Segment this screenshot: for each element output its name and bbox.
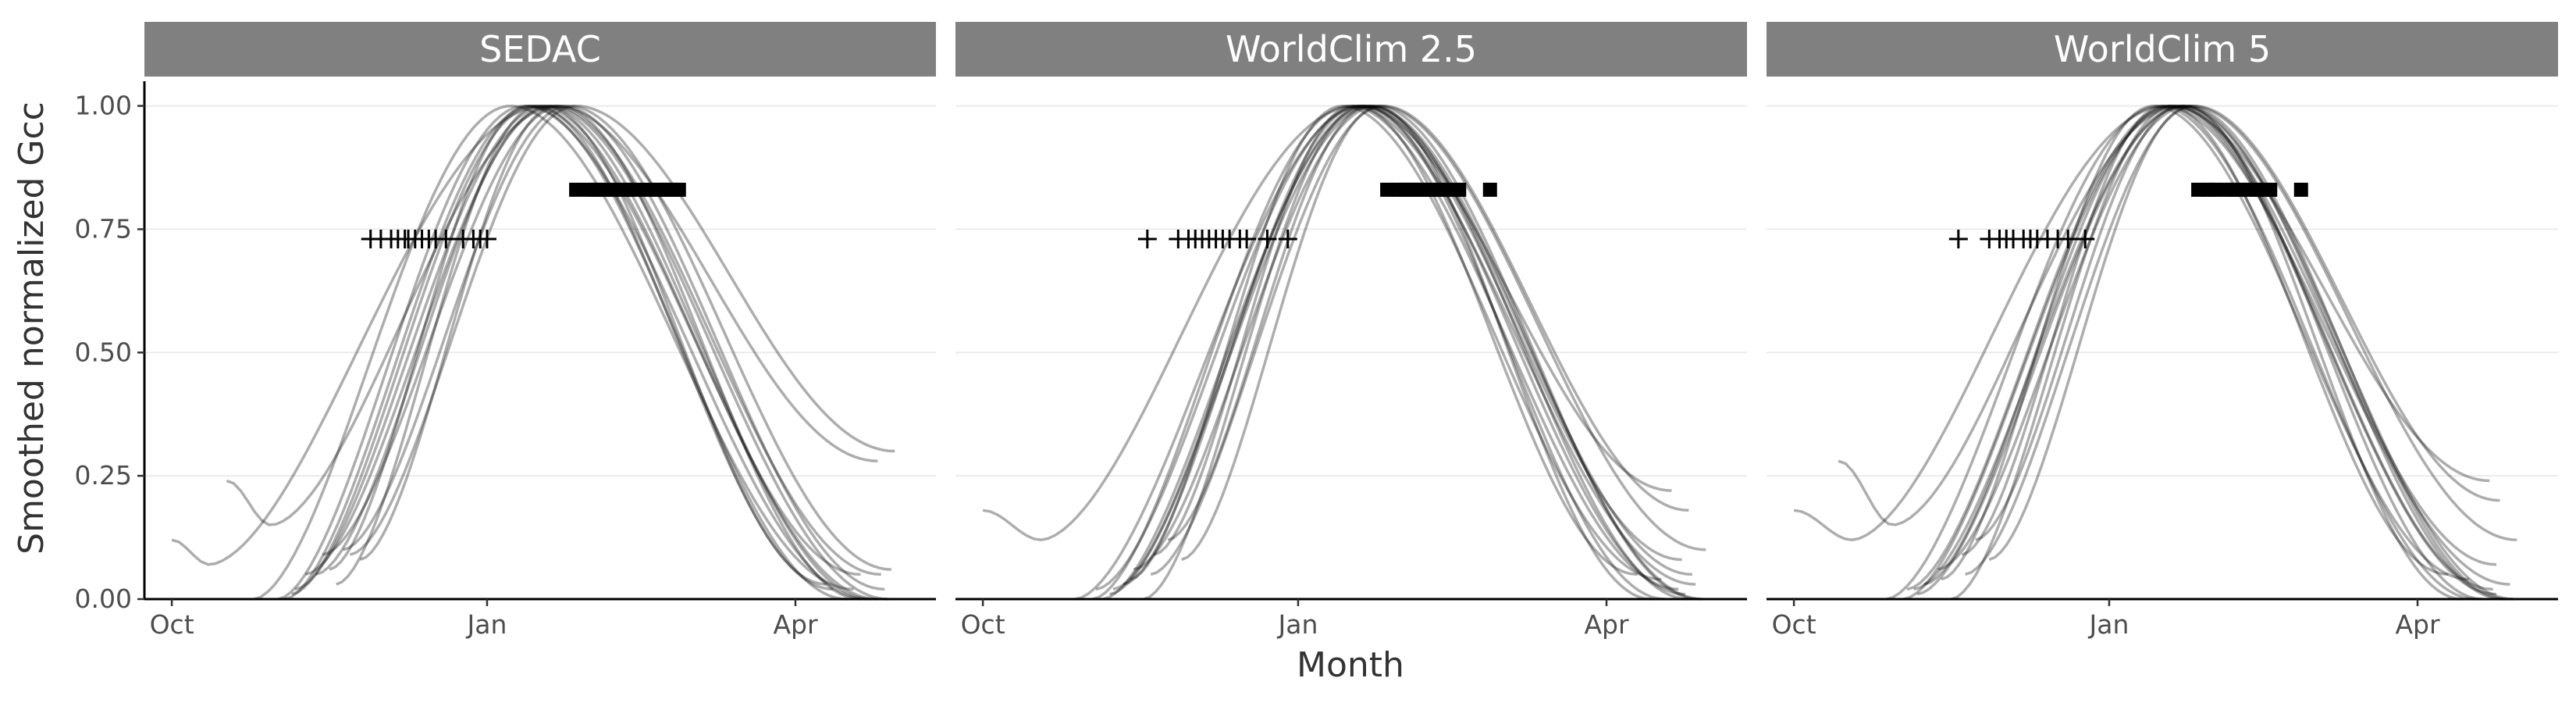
- series-line: [322, 104, 885, 591]
- series-line: [284, 105, 878, 601]
- series-line: [1130, 104, 1662, 581]
- series-line: [1102, 104, 1689, 601]
- series-line: [1075, 104, 1665, 601]
- series-line: [1923, 104, 2490, 586]
- series-line: [291, 104, 834, 596]
- series-line: [1951, 104, 2497, 601]
- series-line: [1181, 104, 1706, 562]
- greenup-point: [1278, 230, 1297, 249]
- series-line: [1916, 104, 2463, 601]
- series-line: [1112, 104, 1692, 591]
- senescence-point: [1452, 182, 1467, 197]
- senescence-point: [2293, 182, 2308, 197]
- series-line: [1975, 104, 2514, 601]
- y-tick-label: 0.25: [75, 460, 132, 491]
- facet-strip: [955, 22, 1747, 77]
- x-tick-label: Jan: [2088, 609, 2129, 640]
- series-line: [1150, 104, 1689, 576]
- senescence-point: [671, 182, 686, 197]
- series-line: [1095, 104, 1686, 596]
- x-axis-title: Month: [1297, 645, 1404, 685]
- series-line: [336, 104, 861, 586]
- greenup-point: [477, 230, 496, 249]
- series-line: [1153, 104, 1696, 586]
- series-line: [1092, 105, 1679, 601]
- facet-title: SEDAC: [479, 28, 601, 70]
- greenup-point: [2076, 230, 2095, 249]
- series-line: [982, 104, 1638, 576]
- x-tick-label: Apr: [773, 609, 818, 640]
- y-axis: 0.00 0.25 0.50 0.75 1.00: [75, 81, 146, 614]
- series-line: [1133, 104, 1699, 601]
- series-line: [1793, 104, 2449, 576]
- x-tick-label: Oct: [150, 609, 194, 640]
- facet-title: WorldClim 5: [2054, 28, 2271, 70]
- greenup-point: [1237, 230, 1257, 249]
- series-line: [226, 104, 861, 601]
- panel-2: WorldClim 2.5 Oct Jan Apr: [955, 22, 1747, 640]
- series-line: [1961, 104, 2510, 586]
- x-tick-label: Jan: [1277, 609, 1318, 640]
- facet-title: WorldClim 2.5: [1226, 28, 1477, 70]
- series-line: [329, 104, 848, 601]
- series-line: [1143, 104, 1682, 601]
- series-line: [1838, 104, 2483, 601]
- series-line: [1886, 104, 2476, 601]
- x-tick-label: Apr: [1584, 609, 1629, 640]
- y-tick-label: 0.50: [75, 337, 132, 367]
- series-line: [1123, 104, 1672, 586]
- series-line: [1965, 104, 2500, 576]
- panel-3: WorldClim 5 Oct Jan Apr: [1767, 22, 2558, 640]
- series-line: [294, 104, 871, 601]
- series-line: [343, 104, 892, 571]
- facet-strip: [144, 22, 936, 77]
- series-line: [277, 104, 868, 601]
- senescence-point: [627, 182, 642, 197]
- series-line: [253, 104, 854, 601]
- series-line: [315, 104, 888, 601]
- greenup-point: [1137, 230, 1157, 249]
- greenup-point: [1948, 230, 1968, 249]
- senescence-point: [2263, 182, 2278, 197]
- y-tick-label: 0.75: [75, 213, 132, 244]
- x-tick-label: Apr: [2395, 609, 2440, 640]
- series-line: [1937, 104, 2507, 601]
- y-axis-title: Smoothed normalized Gcc: [12, 102, 52, 555]
- panel-1: SEDAC Oct Jan Apr: [144, 22, 936, 640]
- greenup-point: [436, 230, 456, 249]
- y-tick-label: 0.00: [75, 583, 132, 614]
- y-tick-label: 1.00: [75, 91, 132, 121]
- senescence-point: [1482, 182, 1497, 197]
- x-tick-label: Oct: [961, 609, 1005, 640]
- greenup-point: [1258, 230, 1277, 249]
- facet-strip: [1767, 22, 2558, 77]
- series-line: [359, 104, 878, 562]
- series-line: [349, 104, 895, 556]
- series-line: [1988, 105, 2517, 562]
- series-line: [1109, 104, 1652, 601]
- series-line: [1906, 104, 2497, 596]
- series-line: [1167, 104, 1703, 601]
- senescence-point: [569, 182, 584, 197]
- series-line: [171, 104, 827, 586]
- x-tick-label: Jan: [466, 609, 507, 640]
- series-line: [1941, 104, 2469, 581]
- x-tick-label: Oct: [1772, 609, 1816, 640]
- series-line: [304, 104, 881, 576]
- greenup-point: [2058, 230, 2078, 249]
- series-line: [1913, 104, 2503, 601]
- series-line: [1903, 104, 2493, 601]
